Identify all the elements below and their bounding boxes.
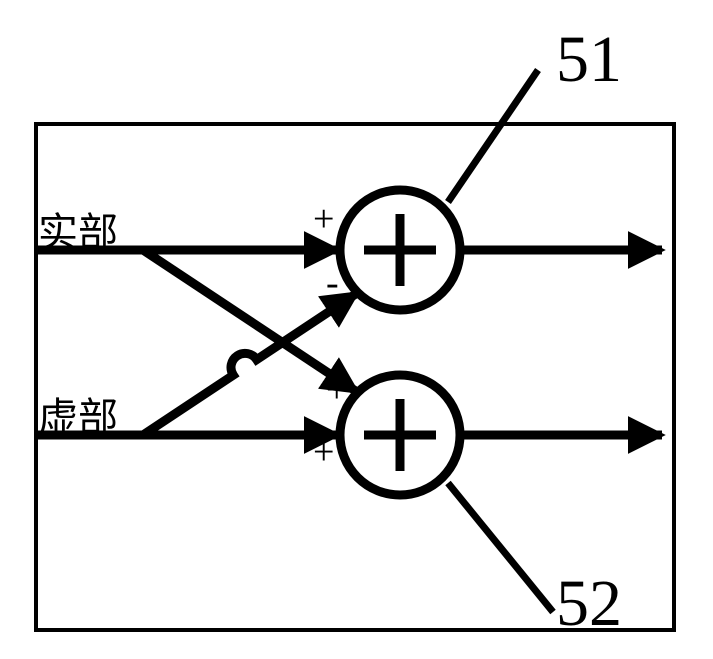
- input-real-label: 实部: [38, 200, 118, 258]
- diagram-svg: [0, 0, 713, 659]
- adder-top-label: 51: [556, 22, 622, 98]
- leader-bottom: [448, 483, 553, 612]
- frame-border: [36, 124, 674, 630]
- diagram-stage: 实部 虚部 51 52 + - + +: [0, 0, 713, 659]
- adder-top-main-sign: +: [313, 197, 334, 241]
- adder-bottom-main-sign: +: [313, 430, 334, 474]
- adder-bottom-cross-sign: +: [326, 368, 347, 412]
- cross-bottom-to-top: [143, 293, 357, 435]
- input-imag-label: 虚部: [38, 385, 118, 443]
- adder-bottom-label: 52: [556, 566, 622, 642]
- leader-top: [448, 70, 538, 202]
- cross-top-to-bottom: [143, 250, 357, 392]
- adder-top-cross-sign: -: [326, 261, 339, 305]
